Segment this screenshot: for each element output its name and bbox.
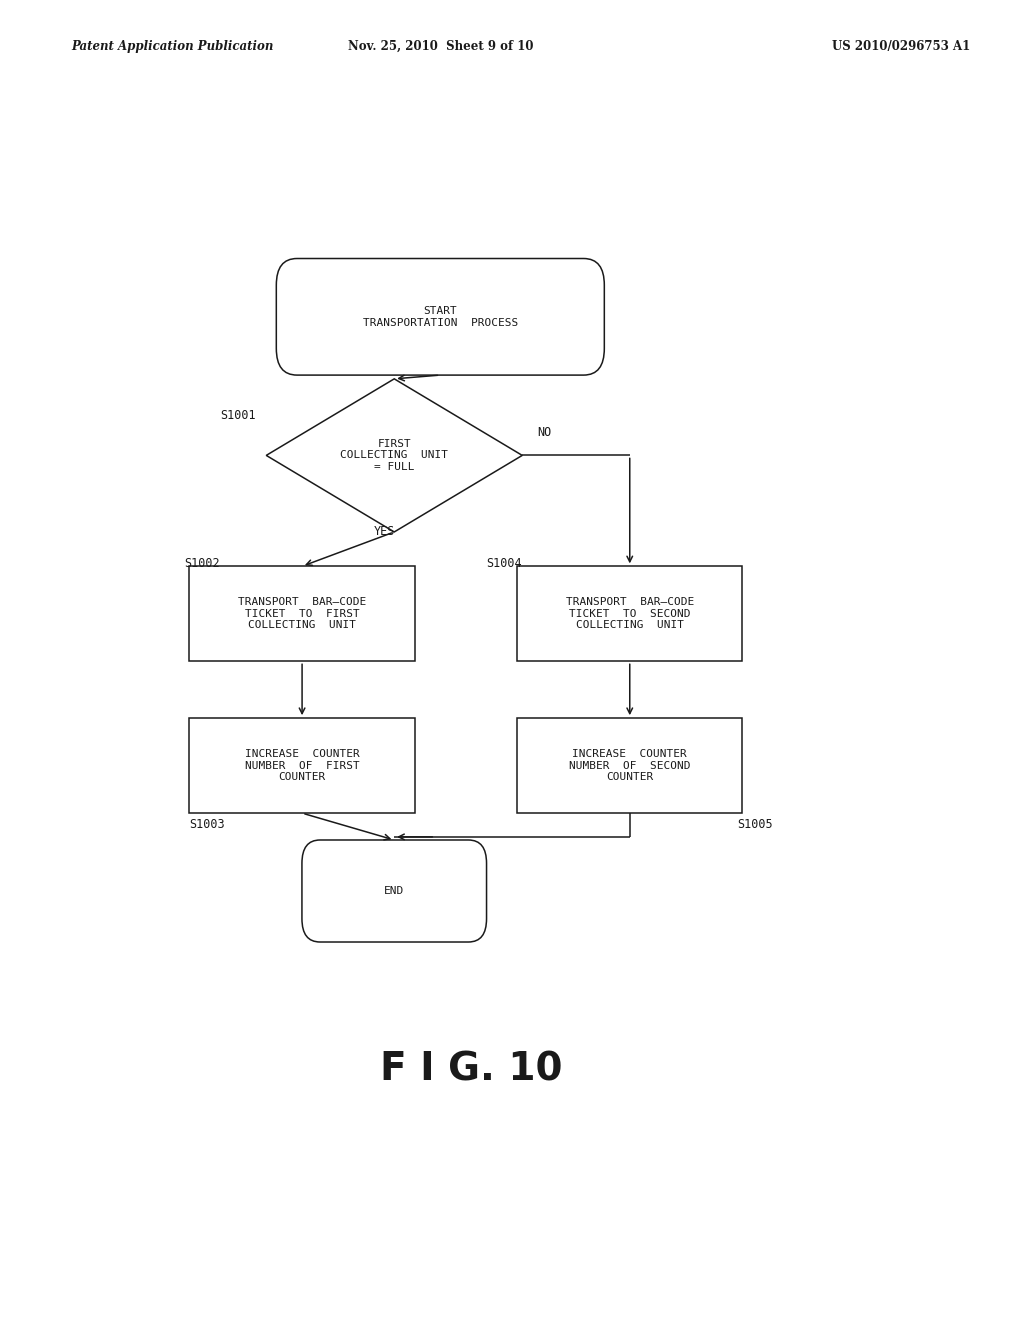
Text: S1004: S1004 bbox=[486, 557, 522, 570]
Text: NO: NO bbox=[538, 426, 552, 440]
Text: Nov. 25, 2010  Sheet 9 of 10: Nov. 25, 2010 Sheet 9 of 10 bbox=[347, 40, 534, 53]
Text: TRANSPORT  BAR–CODE
TICKET  TO  FIRST
COLLECTING  UNIT: TRANSPORT BAR–CODE TICKET TO FIRST COLLE… bbox=[238, 597, 367, 631]
Bar bbox=[517, 718, 742, 813]
Text: INCREASE  COUNTER
NUMBER  OF  SECOND
COUNTER: INCREASE COUNTER NUMBER OF SECOND COUNTE… bbox=[569, 748, 690, 783]
Text: S1001: S1001 bbox=[220, 409, 256, 422]
FancyBboxPatch shape bbox=[276, 259, 604, 375]
Text: US 2010/0296753 A1: US 2010/0296753 A1 bbox=[831, 40, 971, 53]
FancyBboxPatch shape bbox=[302, 840, 486, 942]
Text: S1002: S1002 bbox=[184, 557, 220, 570]
Text: Patent Application Publication: Patent Application Publication bbox=[72, 40, 274, 53]
Text: F I G. 10: F I G. 10 bbox=[380, 1051, 562, 1088]
Text: YES: YES bbox=[374, 525, 395, 539]
Text: S1005: S1005 bbox=[737, 818, 773, 832]
Bar bbox=[517, 566, 742, 661]
Bar bbox=[189, 566, 415, 661]
Text: INCREASE  COUNTER
NUMBER  OF  FIRST
COUNTER: INCREASE COUNTER NUMBER OF FIRST COUNTER bbox=[245, 748, 359, 783]
Text: FIRST
COLLECTING  UNIT
= FULL: FIRST COLLECTING UNIT = FULL bbox=[340, 438, 449, 473]
Text: END: END bbox=[384, 886, 404, 896]
Text: S1003: S1003 bbox=[189, 818, 225, 832]
Bar bbox=[189, 718, 415, 813]
Text: TRANSPORT  BAR–CODE
TICKET  TO  SECOND
COLLECTING  UNIT: TRANSPORT BAR–CODE TICKET TO SECOND COLL… bbox=[565, 597, 694, 631]
Text: START
TRANSPORTATION  PROCESS: START TRANSPORTATION PROCESS bbox=[362, 306, 518, 327]
Polygon shape bbox=[266, 379, 522, 532]
